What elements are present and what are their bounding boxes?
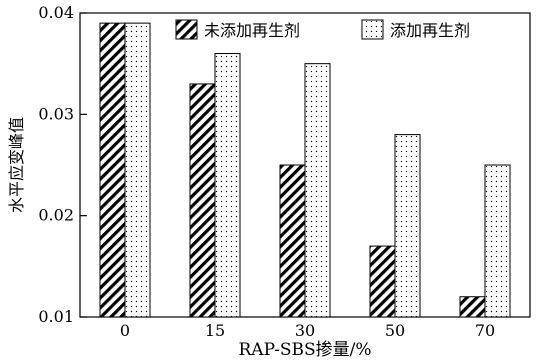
y-tick-label: 0.01 [38, 307, 74, 326]
bar-untreated [279, 164, 306, 318]
legend: 未添加再生剂 添加再生剂 [175, 19, 470, 40]
legend-item-treated: 添加再生剂 [361, 19, 470, 40]
bar-untreated [99, 22, 126, 318]
bar-treated [484, 164, 511, 318]
x-tick-label: 70 [475, 321, 495, 340]
bar-treated [214, 53, 241, 318]
x-tick-label: 50 [385, 321, 405, 340]
x-axis-label: RAP-SBS掺量/% [239, 340, 372, 360]
bar-treated [394, 134, 421, 318]
bar-untreated [189, 83, 216, 318]
x-tick-label: 15 [205, 321, 225, 340]
bars [99, 22, 511, 318]
x-tick-label: 30 [295, 321, 315, 340]
legend-label-untreated: 未添加再生剂 [204, 21, 300, 40]
legend-label-treated: 添加再生剂 [390, 21, 470, 40]
x-tick-label: 0 [120, 321, 130, 340]
bar-untreated [369, 245, 396, 318]
legend-item-untreated: 未添加再生剂 [175, 19, 300, 40]
bar-treated [124, 22, 151, 318]
legend-swatch-hatch [175, 19, 198, 40]
y-tick-label: 0.03 [38, 104, 74, 123]
y-tick-label: 0.04 [38, 3, 74, 22]
legend-swatch-dots [361, 19, 384, 40]
y-axis-label: 水平应变峰值 [7, 117, 26, 213]
bar-untreated [459, 296, 486, 318]
bar-treated [304, 63, 331, 318]
y-tick-label: 0.02 [38, 206, 74, 225]
y-axis: 0.01 0.02 0.03 0.04 [38, 3, 87, 326]
